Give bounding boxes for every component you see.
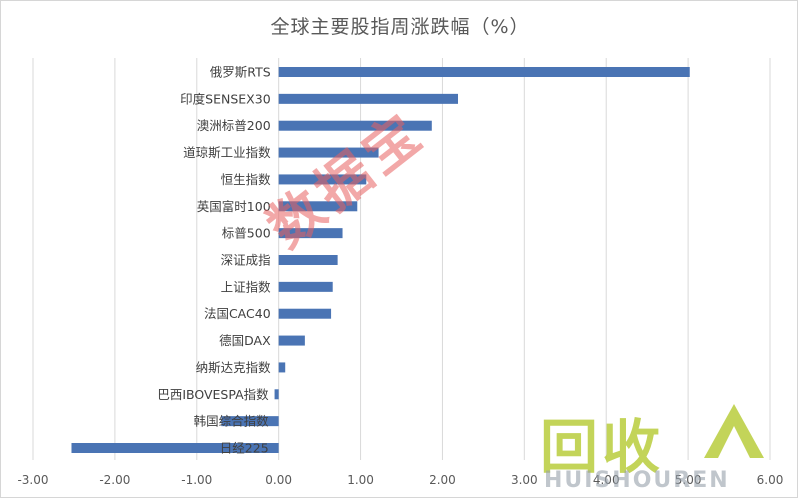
- category-label: 深证成指: [221, 253, 271, 268]
- category-label: 道琼斯工业指数: [183, 145, 271, 160]
- bar: [278, 335, 305, 346]
- logo-mark-icon: [704, 404, 764, 458]
- chart-title: 全球主要股指周涨跌幅（%）: [270, 16, 530, 38]
- category-label: 纳斯达克指数: [196, 360, 272, 375]
- site-logo: 回收 HUISHOUREN: [540, 400, 770, 495]
- category-label: 韩国综合指数: [194, 414, 270, 429]
- x-tick-label: 6.00: [757, 473, 784, 487]
- bar: [71, 443, 279, 453]
- x-tick-label: 0.00: [265, 473, 292, 487]
- x-tick-label: 2.00: [429, 473, 456, 487]
- bar: [278, 67, 690, 77]
- x-tick-label: -3.00: [17, 473, 48, 487]
- x-tick-label: 4.00: [593, 473, 620, 487]
- bar: [278, 201, 358, 212]
- category-label: 英国富时100: [197, 199, 271, 214]
- x-tick-label: 5.00: [675, 473, 702, 487]
- bar: [221, 416, 279, 427]
- bar: [278, 147, 379, 158]
- category-label: 澳洲标普200: [197, 118, 271, 133]
- category-label: 巴西IBOVESPA指数: [157, 387, 269, 402]
- bar: [274, 389, 279, 400]
- category-label: 日经225: [220, 441, 269, 456]
- category-label: 德国DAX: [219, 333, 271, 348]
- bar: [278, 362, 286, 373]
- bar: [278, 255, 338, 265]
- bar: [278, 308, 332, 319]
- category-label: 俄罗斯RTS: [210, 65, 271, 80]
- category-label: 标普500: [222, 226, 271, 241]
- x-tick-label: 3.00: [511, 473, 538, 487]
- category-label: 恒生指数: [221, 172, 272, 187]
- bar: [278, 281, 333, 292]
- bar: [278, 93, 459, 104]
- x-tick-label: -2.00: [99, 473, 130, 487]
- category-label: 上证指数: [221, 279, 272, 294]
- bar: [278, 120, 432, 131]
- category-label: 法国CAC40: [204, 306, 271, 321]
- bar: [278, 228, 343, 239]
- logo-text: 回收: [540, 413, 665, 481]
- x-tick-label: 1.00: [347, 473, 374, 487]
- x-tick-label: -1.00: [181, 473, 212, 487]
- category-label: 印度SENSEX30: [180, 91, 271, 106]
- logo-subtext: HUISHOUREN: [544, 468, 730, 493]
- bar: [278, 174, 367, 185]
